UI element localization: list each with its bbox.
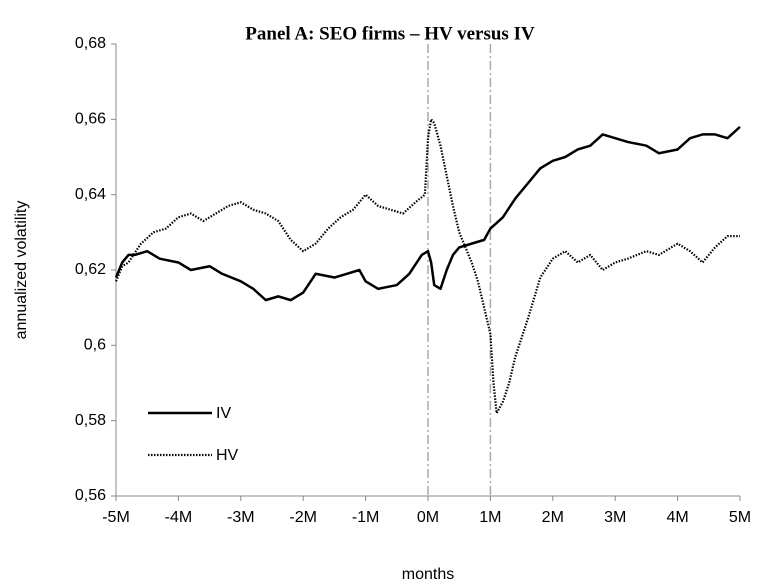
- y-tick-label: 0,68: [75, 35, 106, 52]
- x-axis-label: months: [402, 566, 454, 583]
- y-axis-label: annualized volatility: [13, 201, 30, 340]
- series-line: [114, 118, 740, 415]
- x-tick-label: 0M: [417, 509, 439, 526]
- x-tick-label: -1M: [352, 509, 380, 526]
- x-tick-label: 5M: [729, 509, 751, 526]
- series-line: [114, 125, 741, 302]
- chart-title: Panel A: SEO firms – HV versus IV: [245, 23, 535, 44]
- x-tick-label: -3M: [227, 509, 255, 526]
- x-tick-label: -2M: [289, 509, 317, 526]
- y-tick-label: 0,58: [75, 412, 106, 429]
- x-tick-label: 2M: [542, 509, 564, 526]
- x-tick-label: -4M: [165, 509, 193, 526]
- x-tick-label: -5M: [102, 509, 130, 526]
- y-tick-label: 0,6: [84, 337, 106, 354]
- legend-label: IV: [216, 405, 231, 422]
- x-tick-label: 4M: [666, 509, 688, 526]
- x-tick-label: 3M: [604, 509, 626, 526]
- y-tick-label: 0,64: [75, 186, 106, 203]
- x-tick-label: 1M: [479, 509, 501, 526]
- y-tick-label: 0,66: [75, 111, 106, 128]
- legend-label: HV: [216, 447, 239, 464]
- y-tick-label: 0,62: [75, 261, 106, 278]
- y-tick-label: 0,56: [75, 487, 106, 504]
